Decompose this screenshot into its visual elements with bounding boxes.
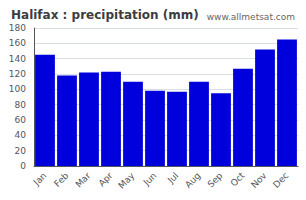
- svg-text:Mar: Mar: [73, 170, 92, 189]
- svg-text:160: 160: [9, 38, 26, 48]
- svg-text:Feb: Feb: [52, 170, 71, 189]
- svg-text:Dec: Dec: [271, 170, 290, 189]
- svg-text:40: 40: [15, 130, 27, 140]
- svg-text:0: 0: [20, 161, 26, 171]
- svg-text:120: 120: [9, 69, 26, 79]
- svg-text:Jun: Jun: [141, 170, 159, 188]
- svg-text:20: 20: [15, 146, 27, 156]
- svg-text:Jan: Jan: [31, 170, 49, 188]
- svg-text:May: May: [116, 170, 137, 191]
- svg-text:140: 140: [9, 54, 26, 64]
- svg-text:Sep: Sep: [205, 170, 224, 189]
- svg-text:180: 180: [9, 23, 26, 33]
- svg-text:Apr: Apr: [96, 170, 114, 188]
- svg-text:60: 60: [15, 115, 27, 125]
- svg-text:Aug: Aug: [183, 170, 202, 189]
- svg-text:Oct: Oct: [228, 170, 246, 188]
- svg-text:Halifax : precipitation (mm): Halifax : precipitation (mm): [11, 8, 199, 22]
- svg-text:80: 80: [15, 100, 27, 110]
- svg-text:100: 100: [9, 84, 26, 94]
- svg-text:www.allmetsat.com: www.allmetsat.com: [207, 12, 295, 22]
- svg-text:Jul: Jul: [165, 170, 180, 185]
- svg-text:Nov: Nov: [249, 170, 269, 190]
